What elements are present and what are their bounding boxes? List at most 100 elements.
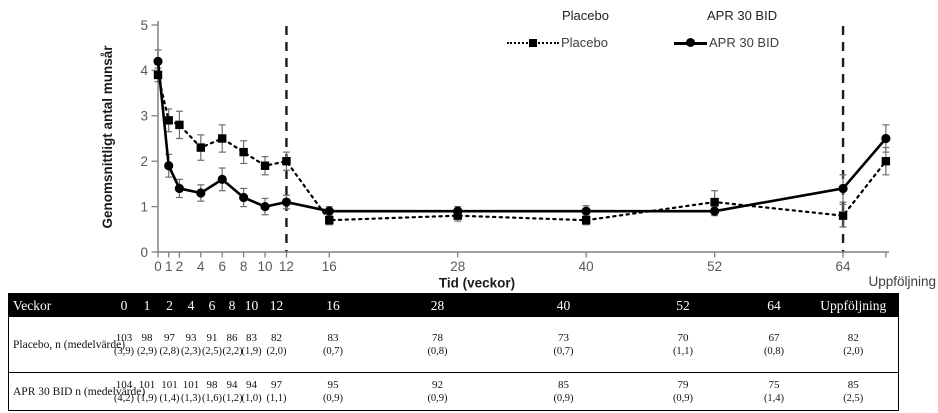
x-tick-label: 12	[279, 259, 294, 274]
table-header-week-12: 12	[261, 293, 292, 317]
circle-marker	[260, 202, 270, 212]
square-marker	[175, 120, 184, 130]
mean-value: (4,2)	[113, 392, 135, 404]
mean-value: (0,9)	[322, 392, 344, 404]
table-cell: 91 (2,5)	[202, 317, 223, 373]
mean-value: (1,4)	[763, 392, 785, 404]
y-tick-label: 0	[140, 245, 148, 260]
mean-value: (1,9)	[241, 345, 262, 357]
circle-marker	[838, 183, 848, 194]
table-cell: 85 (2,5)	[808, 372, 899, 411]
table-header-week-10: 10	[241, 293, 262, 317]
mean-value: (0,7)	[322, 345, 344, 357]
table-header-week-uppföljning: Uppföljning	[808, 293, 899, 317]
table-cell: 97 (1,1)	[261, 372, 292, 411]
table-header-week-64: 64	[739, 293, 809, 317]
n-value: 91	[206, 331, 218, 344]
n-value: 98	[206, 378, 218, 391]
n-value: 103	[115, 331, 133, 344]
table-cell: 95 (0,9)	[291, 372, 375, 411]
table-cell: 94 (1,0)	[241, 372, 262, 411]
square-marker	[881, 157, 891, 166]
square-marker	[710, 197, 719, 207]
n-value: 95	[327, 378, 339, 391]
circle-marker	[217, 174, 227, 184]
square-marker	[218, 134, 227, 143]
mean-value: (2,0)	[266, 345, 287, 357]
n-value: 85	[847, 378, 859, 391]
mean-value: (2,5)	[201, 345, 223, 357]
n-value: 94	[226, 378, 238, 391]
x-tick-label: 8	[240, 259, 248, 274]
n-value: 82	[271, 331, 282, 344]
square-marker	[325, 216, 334, 225]
table-header-week-2: 2	[158, 293, 181, 317]
circle-marker	[164, 161, 174, 171]
table-cell: 70 (1,1)	[627, 317, 740, 373]
table-cell: 83 (0,7)	[292, 317, 375, 373]
circle-marker	[710, 206, 720, 216]
x-tick-label: 40	[579, 259, 594, 274]
legend-item-placebo: Placebo	[507, 35, 608, 50]
n-value: 83	[327, 331, 339, 344]
y-tick-label: 2	[140, 154, 148, 169]
mean-value: (1,1)	[672, 345, 694, 357]
mean-value: (1,2)	[222, 392, 243, 404]
mean-value: (2,2)	[222, 345, 243, 357]
circle-marker	[174, 183, 185, 194]
circle-marker	[581, 206, 591, 216]
row-label: Placebo, n (medelvärde)	[13, 338, 126, 351]
mean-value: (2,0)	[843, 345, 864, 357]
n-value: 92	[432, 378, 443, 391]
square-marker	[196, 143, 206, 152]
mean-value: (2,3)	[180, 345, 202, 357]
n-value: 70	[677, 331, 689, 344]
table-header-week-28: 28	[374, 293, 501, 317]
n-value: 86	[226, 331, 238, 344]
table-header-week-1: 1	[135, 293, 159, 317]
n-value: 101	[138, 378, 156, 391]
y-tick-label: 4	[140, 63, 148, 78]
n-value: 101	[182, 378, 200, 391]
table-cell: 98 (1,6)	[201, 372, 223, 411]
table-header-weeks: Veckor	[8, 293, 113, 317]
x-tick-label: 64	[836, 259, 852, 274]
table-cell: 83 (1,9)	[242, 317, 262, 373]
x-axis-label: Tid (veckor)	[439, 276, 515, 291]
square-marker	[838, 211, 848, 220]
square-marker	[153, 70, 163, 80]
legend-item-apr-30-bid: APR 30 BID	[674, 35, 779, 50]
n-value: 94	[246, 378, 257, 391]
mean-value: (1,6)	[201, 392, 223, 404]
square-marker	[239, 147, 248, 157]
mean-value: (2,8)	[159, 345, 180, 357]
row-label: APR 30 BID n (medelvärde)	[8, 372, 145, 411]
n-value: 101	[161, 378, 178, 391]
x-tick-label: 1	[165, 259, 173, 274]
mean-value: (0,9)	[427, 392, 448, 404]
table-cell: 79 (0,9)	[626, 372, 740, 411]
n-value: 97	[271, 378, 282, 391]
mean-value: (2,9)	[136, 345, 158, 357]
table-header-week-8: 8	[222, 293, 242, 317]
table-cell: 82 (2,0)	[809, 317, 899, 373]
x-tick-label: 0	[154, 259, 162, 274]
mean-value: (1,0)	[241, 392, 262, 404]
table-cell: 92 (0,9)	[374, 372, 501, 411]
n-value: 97	[164, 331, 175, 344]
mean-value: (0,9)	[672, 392, 694, 404]
square-marker	[282, 157, 291, 166]
table-cell: 101 (1,9)	[135, 372, 159, 411]
y-tick-label: 1	[140, 199, 148, 214]
followup-axis-label: Uppföljning	[868, 274, 936, 289]
series-line-apr-30-bid	[156, 61, 887, 213]
mean-value: (0,8)	[763, 345, 785, 357]
square-marker	[164, 116, 173, 125]
table-header-week-4: 4	[180, 293, 202, 317]
munsar-chart: 0 1 2 3 4 5 0 1 2 4 6 8 10 12 16 28 40 52 64 Tid (veckor) Up…	[100, 8, 936, 291]
mean-value: (0,7)	[553, 345, 574, 357]
n-value: 78	[432, 331, 443, 344]
column-label-placebo: Placebo	[562, 8, 609, 23]
